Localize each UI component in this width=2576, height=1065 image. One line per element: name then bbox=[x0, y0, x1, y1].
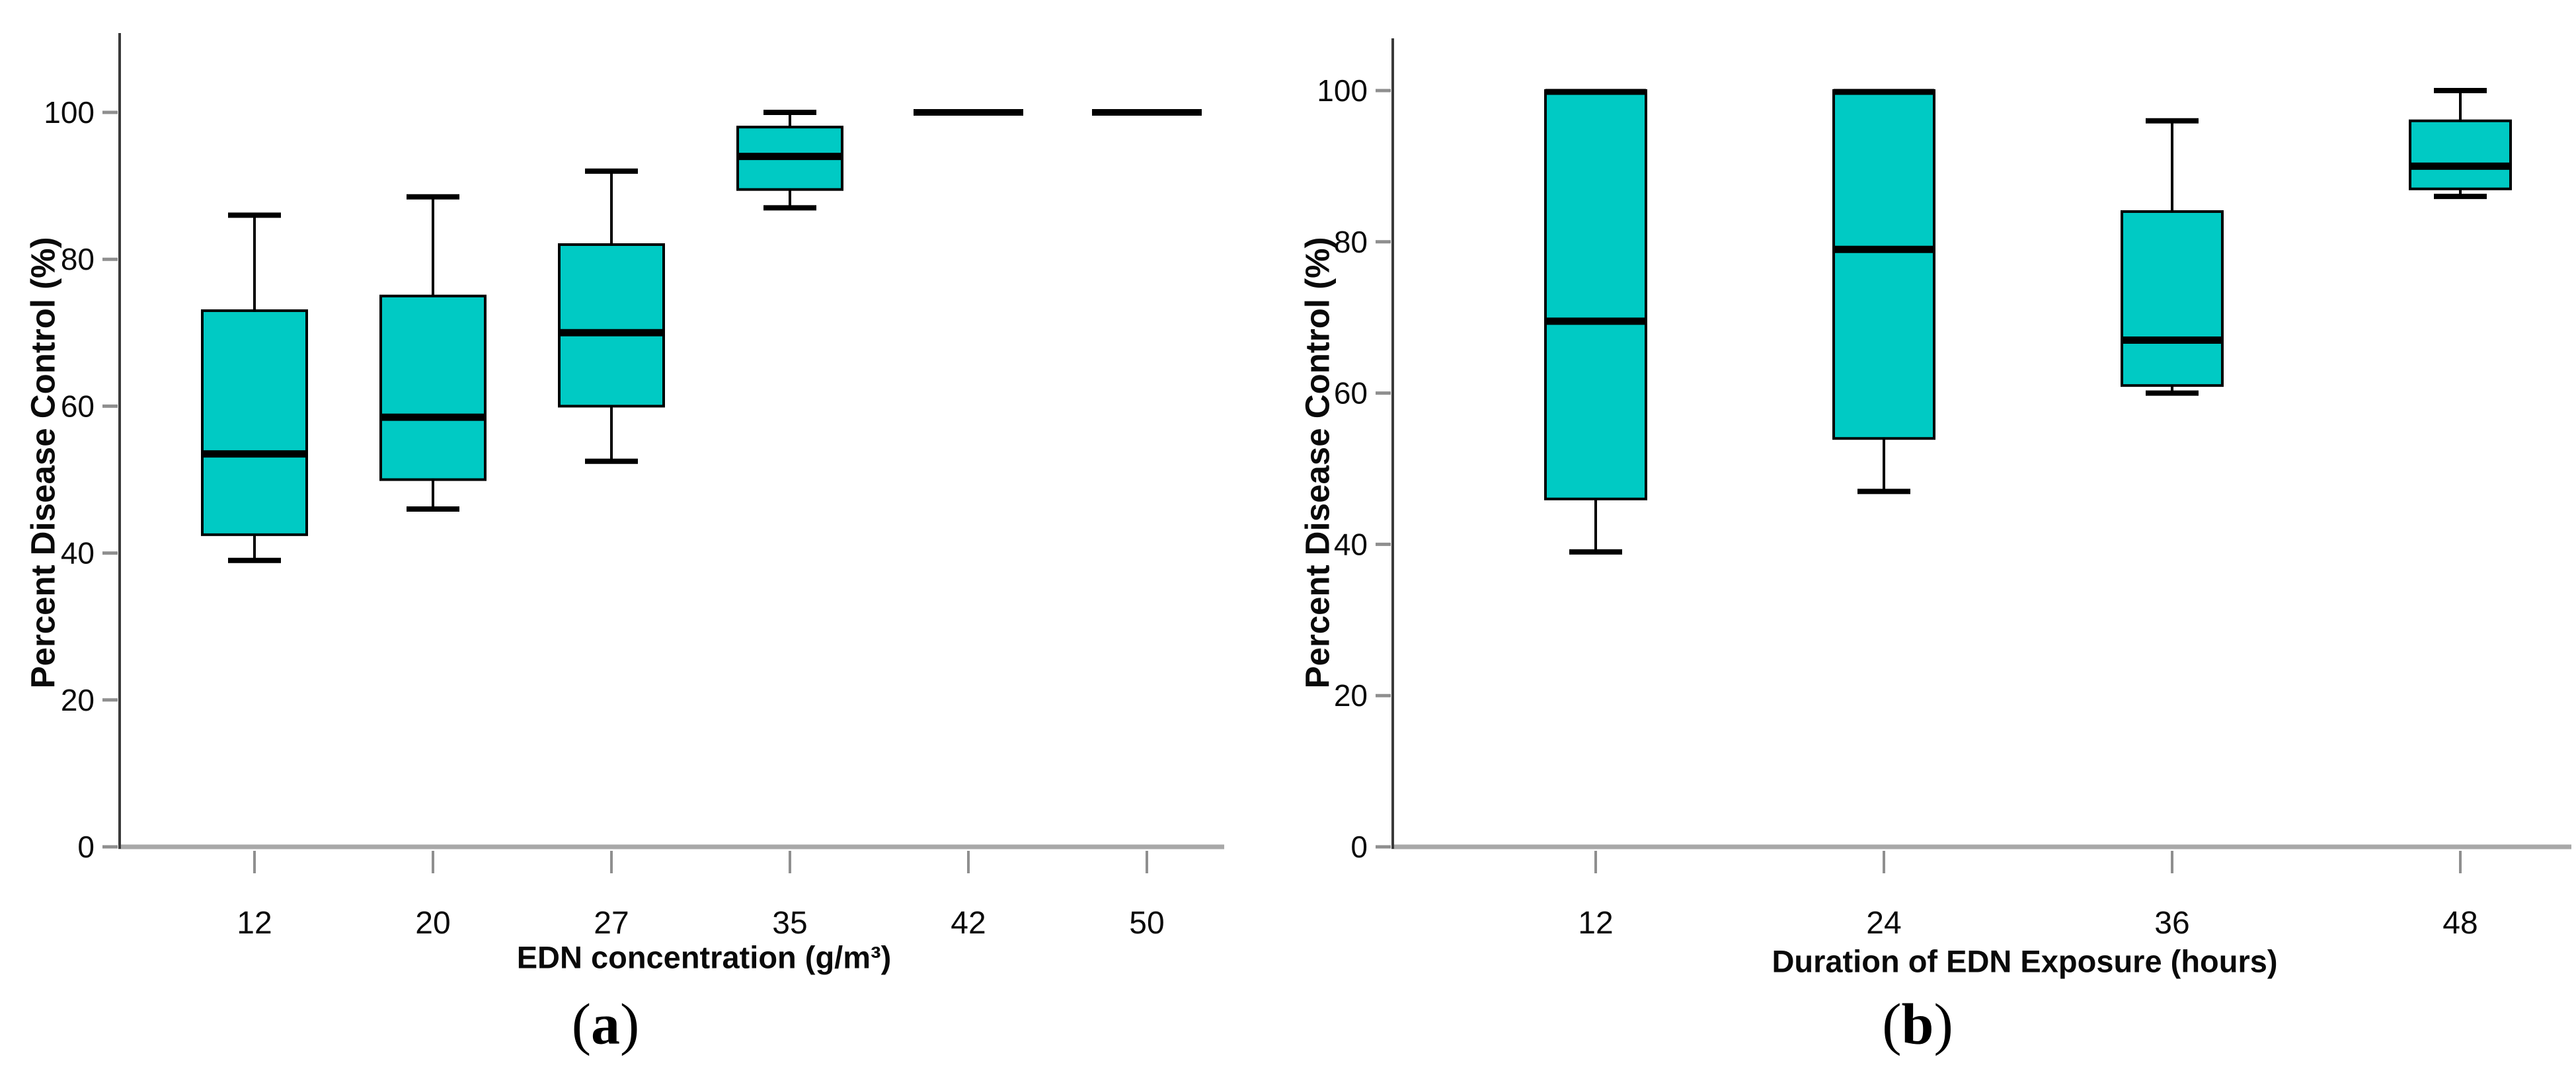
panel-caption-b: (b) bbox=[1882, 992, 1953, 1058]
x-tick-label-b-12: 12 bbox=[1578, 906, 1613, 941]
x-tick-label-a-42: 42 bbox=[951, 906, 986, 941]
y-tick-label-a-80: 80 bbox=[61, 242, 95, 276]
y-axis-title-panel-a: Percent Disease Control (%) bbox=[24, 237, 62, 689]
box-a-20 bbox=[379, 294, 487, 481]
y-tick-label-b-0: 0 bbox=[1350, 830, 1368, 864]
caption-a-letter: a bbox=[591, 992, 620, 1057]
y-tick-label-a-0: 0 bbox=[77, 830, 95, 864]
y-tick-label-a-60: 60 bbox=[61, 389, 95, 423]
caption-a-close: ) bbox=[620, 992, 640, 1057]
box-b-12 bbox=[1544, 89, 1647, 500]
x-tick-label-a-20: 20 bbox=[415, 906, 450, 941]
x-tick-label-a-50: 50 bbox=[1129, 906, 1164, 941]
y-tick-label-b-40: 40 bbox=[1334, 527, 1368, 561]
y-tick-label-a-40: 40 bbox=[61, 536, 95, 571]
caption-b-letter: b bbox=[1901, 992, 1934, 1057]
caption-b-open: ( bbox=[1882, 992, 1902, 1057]
x-tick-label-a-27: 27 bbox=[594, 906, 629, 941]
caption-b-close: ) bbox=[1933, 992, 1953, 1057]
caption-a-open: ( bbox=[571, 992, 591, 1057]
x-tick-label-a-12: 12 bbox=[237, 906, 272, 941]
box-a-12 bbox=[201, 309, 308, 536]
box-b-24 bbox=[1832, 89, 1935, 440]
y-tick-label-b-80: 80 bbox=[1334, 225, 1368, 259]
x-axis-title-panel-a: EDN concentration (g/m³) bbox=[516, 939, 892, 975]
panel-caption-a: (a) bbox=[572, 992, 640, 1058]
y-axis-title-panel-b: Percent Disease Control (%) bbox=[1298, 237, 1337, 689]
x-tick-label-b-24: 24 bbox=[1866, 906, 1901, 941]
y-tick-label-b-60: 60 bbox=[1334, 376, 1368, 411]
x-tick-label-a-35: 35 bbox=[772, 906, 807, 941]
y-tick-label-a-20: 20 bbox=[61, 683, 95, 717]
y-tick-label-b-100: 100 bbox=[1317, 73, 1368, 108]
x-tick-label-b-36: 36 bbox=[2154, 906, 2189, 941]
box-b-36 bbox=[2121, 210, 2224, 387]
y-tick-label-a-100: 100 bbox=[44, 95, 95, 130]
y-tick-label-b-20: 20 bbox=[1334, 678, 1368, 713]
box-a-27 bbox=[558, 243, 665, 408]
x-tick-label-b-48: 48 bbox=[2442, 906, 2478, 941]
box-b-48 bbox=[2409, 119, 2512, 190]
x-axis-title-panel-b: Duration of EDN Exposure (hours) bbox=[1772, 943, 2278, 979]
